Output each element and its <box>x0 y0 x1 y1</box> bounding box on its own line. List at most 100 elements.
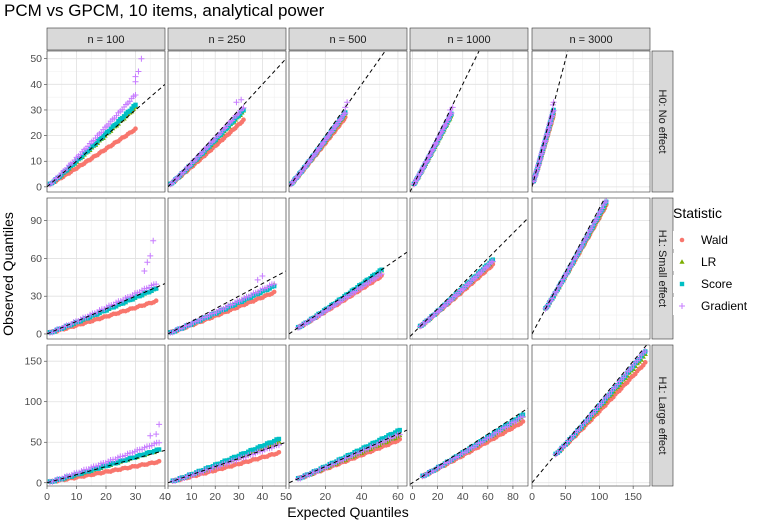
x-tick-label: 40 <box>356 491 368 503</box>
panel-border <box>46 344 166 487</box>
data-point <box>132 455 138 460</box>
data-point <box>253 447 258 452</box>
legend-label: Gradient <box>701 299 748 313</box>
data-point <box>121 114 127 119</box>
data-point <box>231 454 237 460</box>
panel-points <box>410 104 456 188</box>
y-tick-label: 10 <box>30 156 42 168</box>
data-point <box>319 141 326 147</box>
data-point <box>93 141 98 146</box>
data-point <box>255 445 260 450</box>
panel-points <box>47 55 145 188</box>
data-point <box>132 73 139 80</box>
data-point <box>233 99 240 106</box>
panel-border <box>46 50 166 193</box>
series-gradient <box>295 270 385 331</box>
data-point <box>156 458 162 464</box>
data-point <box>120 458 125 463</box>
data-point <box>129 106 134 111</box>
panel <box>288 197 408 340</box>
y-tick-label: 40 <box>30 79 42 91</box>
x-tick-label: 40 <box>159 491 171 503</box>
data-point <box>87 146 93 151</box>
data-point <box>445 115 452 122</box>
data-point <box>589 222 596 229</box>
data-point <box>80 153 85 159</box>
x-tick-label: 50 <box>280 491 292 503</box>
data-point <box>110 461 116 466</box>
data-point <box>139 452 145 458</box>
column-strip: n = 250 <box>167 27 287 51</box>
y-tick-label: 90 <box>30 215 42 227</box>
row-strip: H1: Small effect <box>651 197 674 340</box>
data-point <box>381 436 387 441</box>
series-gradient <box>417 258 496 330</box>
data-point <box>396 431 403 438</box>
data-point <box>152 449 157 454</box>
data-point <box>550 107 557 114</box>
column-strip-bg <box>167 27 287 51</box>
data-point <box>272 438 277 444</box>
row-strip-bg <box>651 50 674 193</box>
row-strip: H0: No effect <box>651 50 674 193</box>
series-gradient <box>47 92 139 188</box>
column-strip-label: n = 3000 <box>569 34 612 46</box>
x-tick-label: 40 <box>257 491 269 503</box>
reference-line <box>47 83 165 188</box>
reference-line <box>289 251 407 335</box>
column-strip: n = 3000 <box>531 27 651 51</box>
panel <box>46 50 166 193</box>
panel-background <box>289 51 407 192</box>
x-tick-label: 60 <box>482 491 494 503</box>
data-point <box>588 225 595 232</box>
panel <box>531 50 651 193</box>
panel-border <box>167 197 287 340</box>
column-strip-label: n = 1000 <box>447 34 490 46</box>
legend-label: LR <box>701 255 717 269</box>
data-point <box>264 441 270 446</box>
x-tick-label: 80 <box>507 491 519 503</box>
data-point <box>578 243 585 250</box>
data-point <box>276 449 282 455</box>
data-point <box>238 96 245 103</box>
data-point <box>141 268 148 275</box>
y-tick-label: 0 <box>36 477 42 489</box>
data-point <box>636 355 643 362</box>
data-point <box>292 175 299 182</box>
data-point <box>156 421 163 428</box>
y-axis-title: Observed Quantiles <box>0 212 16 336</box>
y-tick-label: 30 <box>30 104 42 116</box>
data-point <box>122 458 128 463</box>
y-tick-label: 0 <box>36 328 42 340</box>
data-point <box>135 453 140 459</box>
panel-background <box>289 198 407 339</box>
panel <box>409 197 529 340</box>
data-point <box>101 463 106 469</box>
data-point <box>147 252 154 259</box>
panel-border <box>167 50 287 193</box>
data-point <box>100 134 106 139</box>
row-strip-bg <box>651 344 674 487</box>
panel-border <box>288 50 408 193</box>
data-point <box>545 301 552 308</box>
data-point <box>342 109 349 116</box>
data-point <box>234 454 239 460</box>
legend-item: Gradient <box>673 297 748 315</box>
data-point <box>642 348 649 355</box>
data-point <box>386 433 391 438</box>
data-point <box>98 465 104 470</box>
column-strip: n = 500 <box>288 27 408 51</box>
x-tick-label: 40 <box>457 491 469 503</box>
data-point <box>132 78 139 85</box>
data-point <box>274 437 279 442</box>
data-point <box>114 121 119 127</box>
data-point <box>116 302 121 307</box>
data-point <box>115 460 121 465</box>
data-point <box>241 451 246 456</box>
legend: Statistic Wald LR Score Gradient <box>673 205 748 315</box>
data-point <box>133 126 138 131</box>
data-point <box>628 365 635 372</box>
data-point <box>370 440 375 446</box>
data-point <box>104 308 109 313</box>
panel <box>409 344 529 487</box>
